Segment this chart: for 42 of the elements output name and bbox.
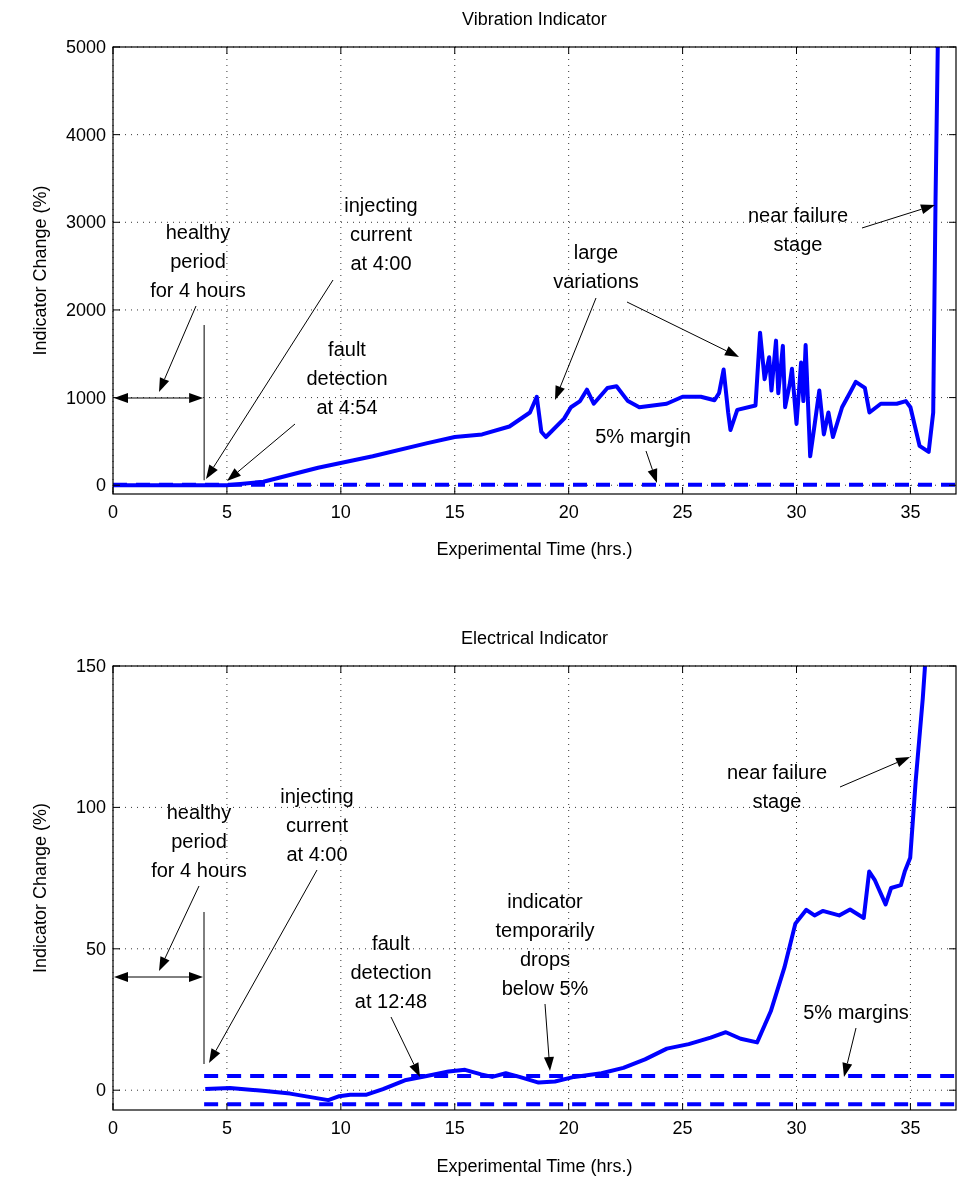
x-tick-label: 15: [444, 1118, 465, 1138]
y-axis-title: Indicator Change (%): [30, 802, 50, 974]
y-tick-label: 1000: [65, 387, 106, 408]
y-tick-label: 50: [85, 938, 106, 959]
x-tick-label: 30: [786, 1118, 807, 1138]
annotation: fault detection at 12:48: [350, 932, 432, 1012]
x-tick-label: 10: [330, 1118, 351, 1138]
annotation: healthy period for 4 hours: [151, 801, 247, 881]
y-tick-label: 2000: [65, 299, 106, 320]
annotation: injecting current at 4:00: [280, 785, 354, 865]
x-tick-label: 30: [786, 502, 807, 522]
annotation: injecting current at 4:00: [344, 194, 418, 274]
x-tick-label: 20: [558, 1118, 579, 1138]
x-tick-label: 25: [672, 502, 693, 522]
annotation: 5% margins: [803, 1001, 909, 1023]
x-axis-title: Experimental Time (hrs.): [436, 539, 633, 559]
y-tick-label: 4000: [65, 124, 106, 145]
y-tick-label: 100: [75, 797, 106, 818]
x-tick-label: 35: [900, 502, 921, 522]
x-axis-title: Experimental Time (hrs.): [436, 1156, 633, 1176]
annotation: 5% margin: [595, 425, 691, 447]
y-tick-label: 0: [95, 475, 106, 496]
x-tick-label: 25: [672, 1118, 693, 1138]
annotation: near failure stage: [726, 761, 828, 812]
annotation: large variations: [553, 241, 639, 292]
annotation: indicator temporarily drops below 5%: [495, 890, 595, 999]
x-tick-label: 20: [558, 502, 579, 522]
x-tick-label: 10: [330, 502, 351, 522]
annotation: fault detection at 4:54: [306, 338, 388, 418]
x-tick-label: 15: [444, 502, 465, 522]
chart-title: Electrical Indicator: [460, 628, 609, 648]
annotation: healthy period for 4 hours: [150, 221, 246, 301]
x-tick-label: 5: [221, 502, 232, 522]
y-axis-title: Indicator Change (%): [30, 185, 50, 356]
y-tick-label: 0: [95, 1080, 106, 1101]
y-tick-label: 150: [75, 656, 106, 676]
x-tick-label: 5: [221, 1118, 232, 1138]
y-tick-label: 3000: [65, 212, 106, 233]
y-tick-label: 5000: [65, 37, 106, 57]
annotation: near failure stage: [747, 204, 849, 255]
chart-title: Vibration Indicator: [462, 9, 607, 29]
x-tick-label: 35: [900, 1118, 921, 1138]
